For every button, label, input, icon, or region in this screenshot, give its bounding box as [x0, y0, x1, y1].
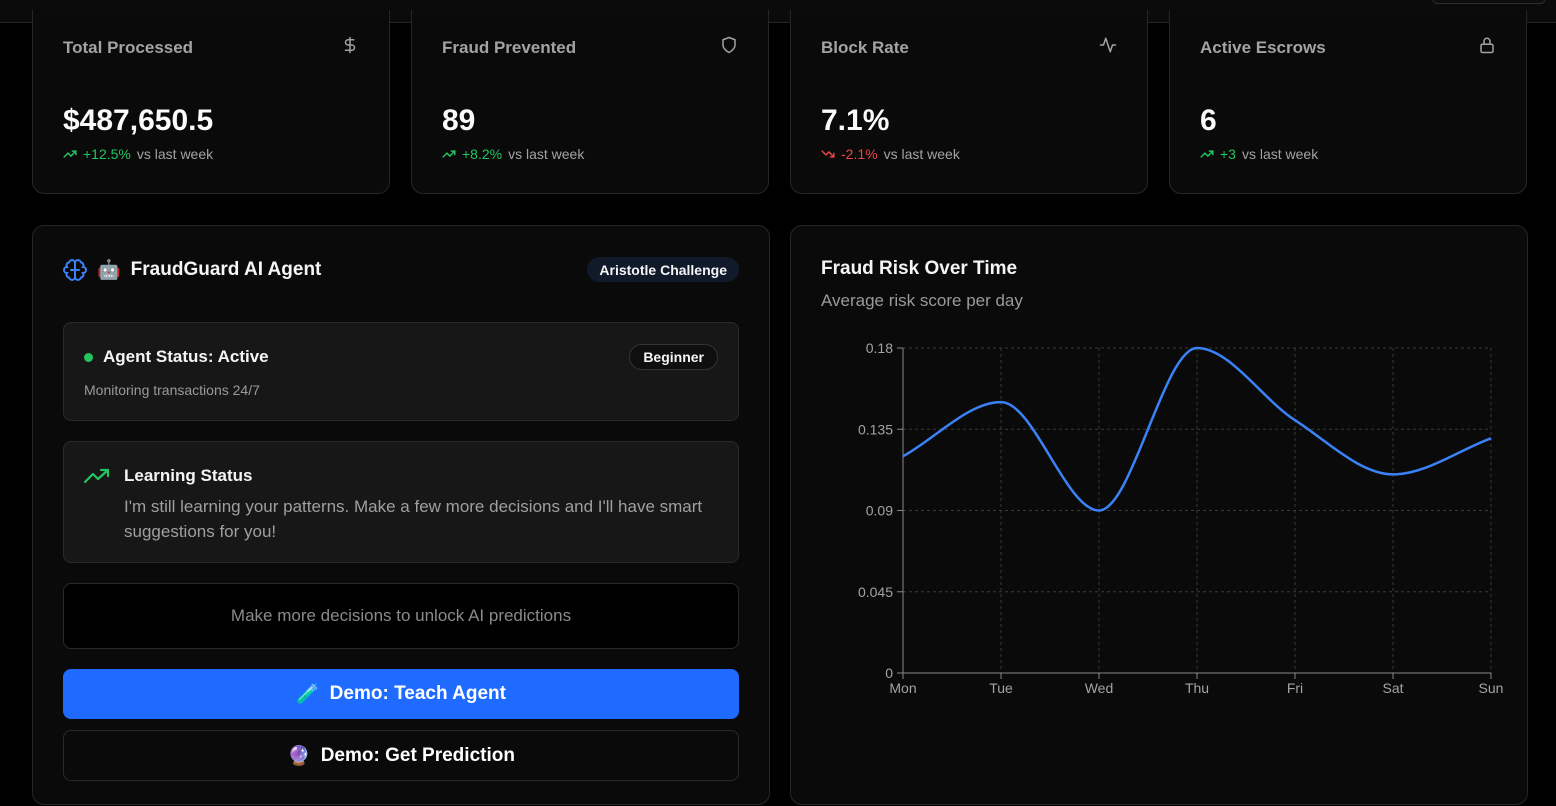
ai-predictions-placeholder: Make more decisions to unlock AI predict… — [63, 583, 739, 649]
risk-series-line — [902, 346, 1492, 512]
trending-up-icon — [442, 150, 456, 158]
stat-change-suffix: vs last week — [883, 146, 960, 162]
x-tick-label: Mon — [889, 680, 916, 696]
y-tick-label: 0.045 — [858, 584, 893, 600]
stat-title: Total Processed — [63, 38, 194, 57]
ai-agent-card: 🤖 FraudGuard AI Agent Aristotle Challeng… — [32, 225, 770, 805]
agent-status-panel: Agent Status: Active Monitoring transact… — [63, 322, 739, 421]
challenge-badge: Aristotle Challenge — [587, 257, 739, 282]
x-tick-label: Wed — [1085, 680, 1114, 696]
chart-subtitle: Average risk score per day — [821, 291, 1023, 310]
stat-change-suffix: vs last week — [508, 146, 585, 162]
x-tick-label: Thu — [1185, 680, 1209, 696]
get-prediction-label: Demo: Get Prediction — [320, 744, 515, 766]
stat-title: Fraud Prevented — [442, 38, 577, 57]
level-badge: Beginner — [629, 344, 718, 370]
stat-change-value: +8.2% — [462, 146, 503, 162]
trending-up-icon — [1200, 150, 1214, 158]
chart-title: Fraud Risk Over Time — [821, 258, 1018, 279]
learning-status-panel: Learning Status I'm still learning your … — [63, 441, 739, 563]
stat-change-value: +3 — [1220, 146, 1236, 162]
teach-agent-label: Demo: Teach Agent — [329, 683, 506, 704]
x-tick-label: Tue — [989, 680, 1013, 696]
x-tick-label: Fri — [1287, 680, 1303, 696]
trending-up-icon — [63, 150, 77, 158]
x-tick-label: Sat — [1382, 680, 1403, 696]
y-tick-label: 0 — [885, 665, 893, 681]
y-tick-label: 0.18 — [866, 340, 893, 356]
brain-icon — [63, 259, 87, 281]
get-prediction-button[interactable]: 🔮 Demo: Get Prediction — [63, 730, 739, 781]
robot-icon: 🤖 — [97, 260, 121, 281]
stat-change: +3 vs last week — [1200, 146, 1318, 162]
activity-icon — [1099, 37, 1117, 53]
agent-status-subtitle: Monitoring transactions 24/7 — [84, 382, 260, 398]
y-tick-label: 0.135 — [858, 421, 893, 437]
top-bar-button[interactable] — [1432, 0, 1546, 4]
lock-icon — [1480, 37, 1494, 54]
dollar-icon — [344, 36, 356, 54]
stat-value: 7.1% — [821, 104, 890, 137]
stat-change-value: -2.1% — [841, 146, 878, 162]
stat-change: +12.5% vs last week — [63, 146, 213, 162]
stat-title: Block Rate — [821, 38, 909, 57]
status-dot-icon — [84, 352, 93, 362]
stat-value: 6 — [1200, 104, 1217, 137]
learning-status-text: I'm still learning your patterns. Make a… — [124, 497, 703, 541]
stat-card-total-processed: Total Processed $487,650.5 +12.5% vs las… — [32, 10, 390, 194]
teach-agent-button[interactable]: 🧪 Demo: Teach Agent — [63, 669, 739, 719]
stat-value: $487,650.5 — [63, 104, 214, 137]
y-tick-label: 0.09 — [866, 503, 893, 519]
agent-title: FraudGuard AI Agent — [130, 259, 322, 280]
stat-card-active-escrows: Active Escrows 6 +3 vs last week — [1169, 10, 1527, 194]
test-tube-icon: 🧪 — [296, 684, 320, 705]
stat-title: Active Escrows — [1200, 38, 1326, 57]
agent-status: Agent Status: Active — [84, 347, 269, 367]
stat-value: 89 — [442, 104, 476, 137]
trending-up-icon — [84, 468, 110, 484]
stat-change-suffix: vs last week — [1241, 146, 1319, 162]
fraud-risk-line-chart: 0 0.045 0.09 0.135 0.18 Mon Tue Wed Thu Fri Sat Sun — [858, 340, 1504, 696]
stat-change: -2.1% vs last week — [821, 146, 960, 162]
stat-card-fraud-prevented: Fraud Prevented 89 +8.2% vs last week — [411, 10, 769, 194]
stat-change: +8.2% vs last week — [442, 146, 584, 162]
stat-card-block-rate: Block Rate 7.1% -2.1% vs last week — [790, 10, 1148, 194]
x-tick-label: Sun — [1479, 680, 1504, 696]
stat-change-suffix: vs last week — [136, 146, 214, 162]
fraud-risk-chart-card: Fraud Risk Over Time Average risk score … — [790, 225, 1528, 805]
learning-status-title: Learning Status — [124, 466, 253, 485]
stat-change-value: +12.5% — [83, 146, 131, 162]
crystal-ball-icon: 🔮 — [287, 745, 311, 767]
shield-icon — [722, 36, 736, 54]
agent-status-title: Agent Status: Active — [103, 347, 269, 366]
agent-header: 🤖 FraudGuard AI Agent — [63, 258, 321, 282]
trending-down-icon — [821, 150, 835, 158]
